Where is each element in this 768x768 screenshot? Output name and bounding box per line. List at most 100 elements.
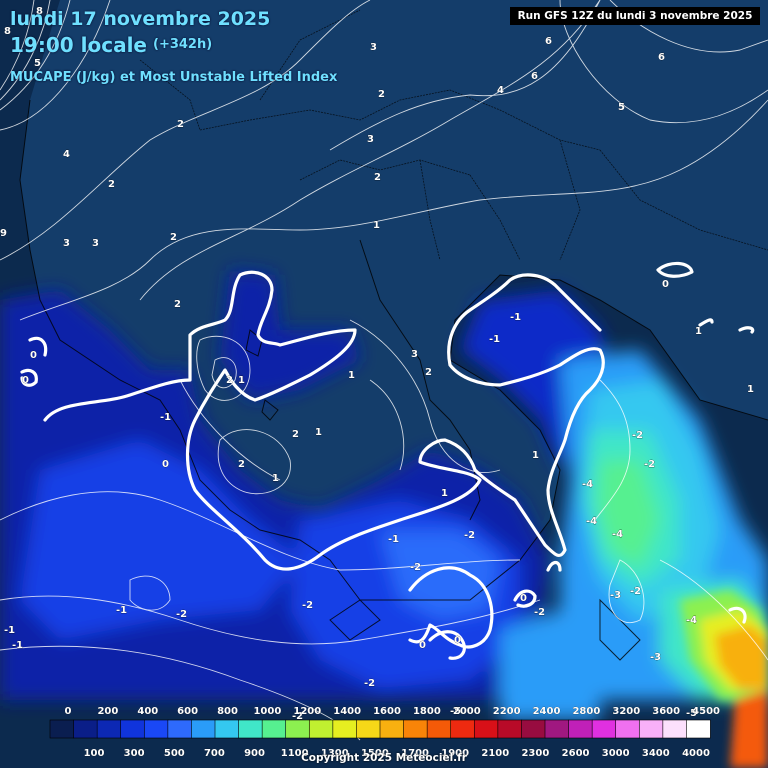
legend-swatch xyxy=(238,719,263,739)
li-label: -2 xyxy=(302,600,313,611)
li-label: 3 xyxy=(411,349,418,360)
li-label: -4 xyxy=(582,479,593,490)
legend-upper-label: 1600 xyxy=(373,706,401,717)
legend-upper-label: 2400 xyxy=(533,706,561,717)
li-label: 0 xyxy=(30,350,37,361)
li-label: 3 xyxy=(63,238,70,249)
legend-lower-label: 1900 xyxy=(441,748,469,759)
legend-lower-label: 1500 xyxy=(361,748,389,759)
forecast-time-row: 19:00 locale (+342h) xyxy=(10,33,212,57)
legend-lower-label: 300 xyxy=(124,748,145,759)
li-label: 1 xyxy=(238,375,245,386)
li-label: 6 xyxy=(658,52,665,63)
legend-swatch xyxy=(473,719,499,739)
li-label: 0 xyxy=(520,593,527,604)
legend-lower-label: 2300 xyxy=(521,748,549,759)
li-label: -1 xyxy=(160,412,171,423)
legend-lower-label: 3000 xyxy=(602,748,630,759)
legend-swatch xyxy=(261,719,287,739)
li-label: -5 xyxy=(450,706,461,717)
li-label: 2 xyxy=(170,232,177,243)
legend-swatch xyxy=(49,719,75,739)
legend-lower-label: 1100 xyxy=(281,748,309,759)
legend-upper-label: 2000 xyxy=(453,706,481,717)
li-label: 2 xyxy=(292,429,299,440)
li-label: 2 xyxy=(378,89,385,100)
legend-swatch xyxy=(568,719,593,739)
legend-swatch xyxy=(285,719,310,739)
legend-upper-label: 0 xyxy=(65,706,72,717)
li-label: -1 xyxy=(388,534,399,545)
legend-upper-label: 400 xyxy=(137,706,158,717)
legend-swatch xyxy=(191,719,216,739)
li-label: -2 xyxy=(534,607,545,618)
legend-swatch xyxy=(308,719,334,739)
li-label: -2 xyxy=(630,586,641,597)
legend-lower-label: 2100 xyxy=(481,748,509,759)
li-label: 1 xyxy=(373,220,380,231)
li-label: -1 xyxy=(12,640,23,651)
li-label: -2 xyxy=(644,459,655,470)
li-contours xyxy=(0,0,768,741)
legend-upper-label: 1400 xyxy=(333,706,361,717)
li-label: -4 xyxy=(686,615,697,626)
legend-lower-label: 2600 xyxy=(562,748,590,759)
li-label: -1 xyxy=(510,312,521,323)
li-label: 5 xyxy=(34,58,41,69)
li-label: 5 xyxy=(618,102,625,113)
li-label: 0 xyxy=(662,279,669,290)
cape-legend: 0 200 400 600 800 1000 1200 1400 1600 1800 2000 220… xyxy=(49,706,720,759)
li-label: 6 xyxy=(545,36,552,47)
country-borders xyxy=(139,9,768,261)
li-label: 8 xyxy=(36,6,43,17)
li-label: 0 xyxy=(162,459,169,470)
legend-swatch xyxy=(332,719,358,739)
li-label: -1 xyxy=(489,334,500,345)
li-label: -5 xyxy=(686,708,697,719)
li-label: 2 xyxy=(177,119,184,130)
li-label: 1 xyxy=(348,370,355,381)
li-label: 8 xyxy=(4,26,11,37)
legend-swatch xyxy=(120,719,145,739)
li-label: -1 xyxy=(4,625,15,636)
li-label: -2 xyxy=(632,430,643,441)
li-label: 1 xyxy=(532,450,539,461)
legend-lower-label: 3400 xyxy=(642,748,670,759)
copyright: Copyright 2025 Meteociel.fr xyxy=(301,752,467,764)
legend-swatch xyxy=(521,719,546,739)
legend-swatch xyxy=(143,719,169,739)
li-label: 2 xyxy=(238,459,245,470)
legend-lower-label: 4000 xyxy=(682,748,710,759)
li-label: 4 xyxy=(497,85,504,96)
legend-swatch xyxy=(497,719,523,739)
li-label: 1 xyxy=(272,473,279,484)
li-label: -2 xyxy=(464,530,475,541)
legend-lower-label: 1300 xyxy=(321,748,349,759)
legend-swatch xyxy=(615,719,640,739)
li-label: 1 xyxy=(315,427,322,438)
legend-swatch xyxy=(96,719,122,739)
li-label: 0 xyxy=(454,635,461,646)
legend-lower-label: 1700 xyxy=(401,748,429,759)
li-label: 0 xyxy=(419,640,426,651)
li-label: -4 xyxy=(586,516,597,527)
legend-upper-label: 800 xyxy=(217,706,238,717)
legend-swatch xyxy=(73,719,98,739)
legend-upper-label: 3600 xyxy=(652,706,680,717)
legend-swatch xyxy=(379,719,405,739)
legend-upper-label: 200 xyxy=(97,706,118,717)
li-label: 6 xyxy=(531,71,538,82)
li-label: -3 xyxy=(650,652,661,663)
li-label: -2 xyxy=(364,678,375,689)
legend-lower-label: 500 xyxy=(164,748,185,759)
legend-upper-label: 1200 xyxy=(293,706,321,717)
legend-upper-label: 3200 xyxy=(612,706,640,717)
li-label: -3 xyxy=(610,590,621,601)
legend-swatch xyxy=(426,719,452,739)
legend-upper-label: 1000 xyxy=(253,706,281,717)
li-label: -1 xyxy=(116,605,127,616)
legend-lower-label: 700 xyxy=(204,748,225,759)
parameter-title: MUCAPE (J/kg) et Most Unstable Lifted In… xyxy=(10,70,338,85)
li-zero-contours xyxy=(20,261,755,660)
